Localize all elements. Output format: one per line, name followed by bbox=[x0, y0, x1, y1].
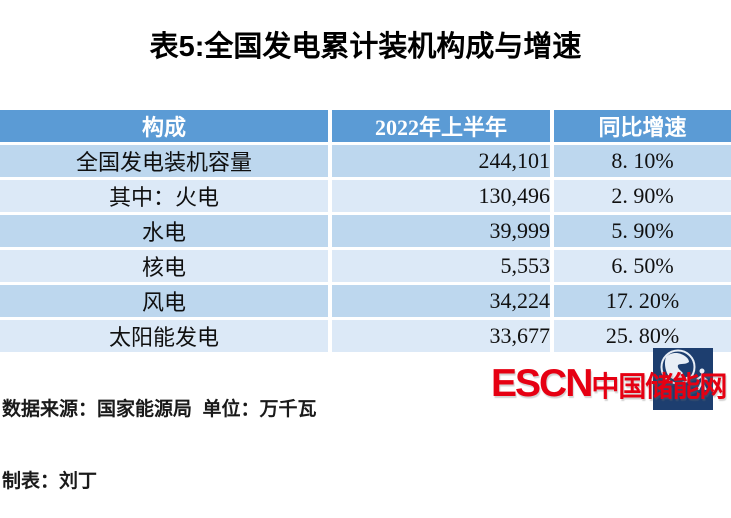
escn-logo-cn: 中国储能网 bbox=[591, 371, 727, 402]
table-row: 风电 34,224 17. 20% bbox=[0, 285, 731, 320]
row-value-cell: 130,496 bbox=[332, 180, 554, 215]
table-row: 全国发电装机容量 244,101 8. 10% bbox=[0, 145, 731, 180]
table-row: 太阳能发电 33,677 25. 80% bbox=[0, 320, 731, 355]
row-value-cell: 33,677 bbox=[332, 320, 554, 355]
row-label-cell: 其中：火电 bbox=[0, 180, 332, 215]
row-value-cell: 244,101 bbox=[332, 145, 554, 180]
table-row: 核电 5,553 6. 50% bbox=[0, 250, 731, 285]
row-label-cell: 水电 bbox=[0, 215, 332, 250]
row-value-cell: 34,224 bbox=[332, 285, 554, 320]
row-label-cell: 太阳能发电 bbox=[0, 320, 332, 355]
row-growth-cell: 8. 10% bbox=[554, 145, 731, 180]
table-row: 水电 39,999 5. 90% bbox=[0, 215, 731, 250]
row-value-cell: 5,553 bbox=[332, 250, 554, 285]
author-line: 制表：刘丁 bbox=[2, 471, 98, 492]
row-growth-cell: 17. 20% bbox=[554, 285, 731, 320]
col-header-composition: 构成 bbox=[0, 110, 332, 145]
row-growth-cell: 2. 90% bbox=[554, 180, 731, 215]
row-label-cell: 风电 bbox=[0, 285, 332, 320]
page-title: 表5:全国发电累计装机构成与增速 bbox=[149, 31, 582, 63]
row-growth-cell: 6. 50% bbox=[554, 250, 731, 285]
escn-logo-square bbox=[653, 348, 713, 410]
table-row: 其中：火电 130,496 2. 90% bbox=[0, 180, 731, 215]
escn-globe-icon bbox=[660, 349, 708, 390]
row-label-cell: 全国发电装机容量 bbox=[0, 145, 332, 180]
row-value-cell: 39,999 bbox=[332, 215, 554, 250]
capacity-table: 构成 2022年上半年 同比增速 全国发电装机容量 244,101 8. 10%… bbox=[0, 110, 731, 355]
col-header-period: 2022年上半年 bbox=[332, 110, 554, 145]
row-label-cell: 核电 bbox=[0, 250, 332, 285]
data-source-line: 数据来源：国家能源局 单位：万千瓦 bbox=[2, 399, 317, 420]
footer-notes: 数据来源：国家能源局 单位：万千瓦 制表：刘丁 bbox=[2, 350, 317, 518]
table-header-row: 构成 2022年上半年 同比增速 bbox=[0, 110, 731, 145]
row-growth-cell: 5. 90% bbox=[554, 215, 731, 250]
escn-logo-text: ESCN中国储能网 bbox=[491, 362, 727, 406]
escn-logo-en: ESCN bbox=[491, 362, 593, 405]
col-header-growth: 同比增速 bbox=[554, 110, 731, 145]
escn-person-icon bbox=[696, 368, 708, 390]
